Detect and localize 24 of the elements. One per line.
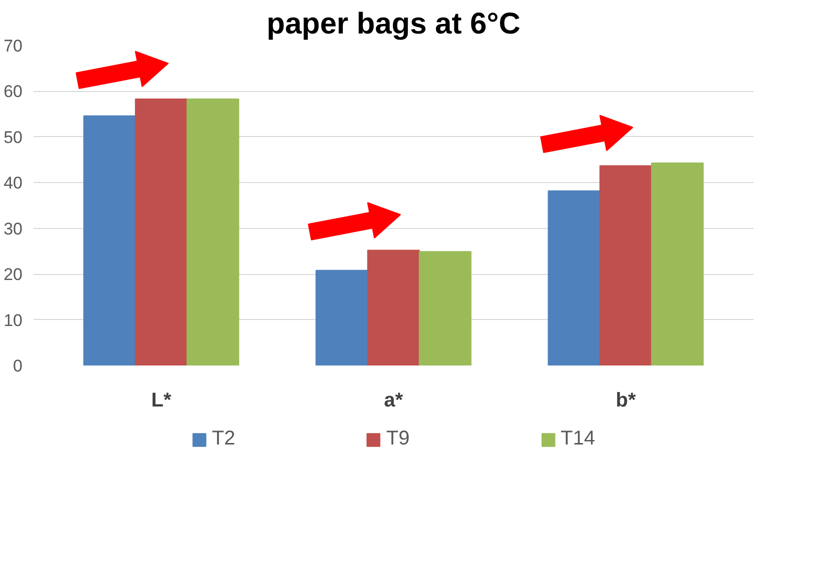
bar bbox=[186, 98, 240, 366]
bar bbox=[651, 162, 704, 366]
bar bbox=[316, 270, 368, 366]
bar bbox=[548, 190, 600, 366]
bar bbox=[599, 165, 652, 366]
y-tick-label: 50 bbox=[4, 128, 23, 147]
x-tick-label: L* bbox=[151, 390, 172, 412]
legend-label: T2 bbox=[212, 428, 236, 450]
y-tick-label: 0 bbox=[13, 356, 23, 376]
legend-label: T9 bbox=[386, 428, 410, 450]
bar bbox=[418, 251, 472, 366]
x-tick-label: a* bbox=[384, 390, 404, 412]
bar bbox=[83, 115, 136, 366]
y-tick-label: 70 bbox=[4, 36, 23, 56]
bar bbox=[367, 250, 420, 366]
y-tick-label: 10 bbox=[4, 310, 23, 330]
legend-label: T14 bbox=[560, 428, 596, 450]
bar bbox=[134, 98, 188, 366]
y-tick-label: 40 bbox=[4, 174, 23, 193]
x-tick-label: b* bbox=[616, 390, 636, 412]
chart-title: paper bags at 6°C bbox=[266, 8, 520, 40]
y-tick-label: 60 bbox=[4, 82, 23, 102]
y-tick-label: 30 bbox=[4, 219, 23, 238]
y-tick-label: 20 bbox=[4, 265, 23, 284]
